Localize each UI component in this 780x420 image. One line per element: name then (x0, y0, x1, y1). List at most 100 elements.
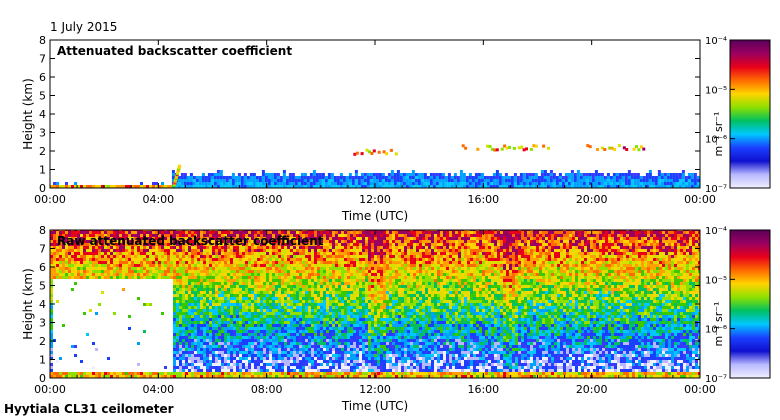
heat-cell (200, 360, 203, 363)
heat-cell (206, 342, 209, 345)
heat-cell (245, 321, 248, 324)
heat-cell (104, 261, 107, 264)
heat-cell (101, 237, 104, 240)
heat-cell (116, 255, 119, 258)
heat-cell (207, 179, 211, 182)
heat-cell (678, 182, 682, 185)
heat-cell (356, 246, 359, 249)
heat-cell (152, 255, 155, 258)
heat-cell (167, 252, 170, 255)
heat-cell (180, 179, 184, 182)
heat-cell (200, 348, 203, 351)
heat-cell (296, 285, 299, 288)
heat-cell (215, 366, 218, 369)
heat-cell (254, 270, 257, 273)
heat-cell (311, 288, 314, 291)
heat-cell (200, 270, 203, 273)
heat-cell (242, 357, 245, 360)
heat-cell (221, 300, 224, 303)
heat-cell (224, 372, 227, 375)
heat-cell (621, 176, 625, 179)
heat-cell (177, 185, 181, 188)
heat-cell (329, 354, 332, 357)
heat-cell (50, 258, 53, 261)
heat-cell (50, 249, 53, 252)
heat-cell (110, 252, 113, 255)
heat-cell (203, 369, 206, 372)
heat-cell (498, 179, 502, 182)
heat-cell (314, 255, 317, 258)
heat-cell (263, 273, 266, 276)
heat-cell (269, 255, 272, 258)
heat-cell (50, 297, 53, 300)
heat-cell (513, 185, 517, 188)
heat-cell (266, 234, 269, 237)
heat-cell (351, 176, 355, 179)
heat-cell (272, 369, 275, 372)
heat-cell (206, 243, 209, 246)
heat-cell (140, 261, 143, 264)
heat-cell (255, 185, 259, 188)
heat-cell (194, 315, 197, 318)
heat-cell (257, 273, 260, 276)
heat-cell (284, 363, 287, 366)
heat-cell (125, 267, 128, 270)
heat-cell (107, 270, 110, 273)
heat-cell (185, 372, 188, 375)
heat-cell (188, 282, 191, 285)
heat-cell (302, 237, 305, 240)
heat-cell (324, 185, 328, 188)
heat-cell (335, 309, 338, 312)
heat-cell (408, 176, 412, 179)
heat-cell (347, 357, 350, 360)
heat-cell (299, 309, 302, 312)
heat-cell (504, 185, 508, 188)
heat-cell (291, 173, 295, 176)
heat-cell (71, 270, 74, 273)
heat-cell (323, 303, 326, 306)
heat-cell (197, 345, 200, 348)
heat-cell (314, 342, 317, 345)
heat-cell (119, 276, 122, 279)
heat-cell (107, 267, 110, 270)
heat-cell (356, 366, 359, 369)
heat-cell (263, 294, 266, 297)
heat-cell (308, 255, 311, 258)
heat-cell (77, 372, 80, 375)
heat-cell (125, 273, 128, 276)
heat-cell (278, 360, 281, 363)
heat-cell (173, 291, 176, 294)
heat-cell (332, 306, 335, 309)
heat-cell (242, 234, 245, 237)
heat-cell (215, 363, 218, 366)
heat-cell (471, 185, 475, 188)
heat-cell (254, 339, 257, 342)
heat-cell (290, 276, 293, 279)
heat-cell (164, 261, 167, 264)
heat-cell (263, 312, 266, 315)
heat-cell (233, 231, 236, 234)
heat-cell (251, 231, 254, 234)
heat-cell (65, 234, 68, 237)
heat-cell (311, 249, 314, 252)
heat-cell (110, 375, 113, 378)
heat-cell (350, 312, 353, 315)
heat-cell (344, 330, 347, 333)
heat-cell (89, 261, 92, 264)
heat-cell (341, 357, 344, 360)
heat-cell (315, 185, 319, 188)
heat-cell (257, 369, 260, 372)
heat-cell (92, 273, 95, 276)
heat-cell (242, 324, 245, 327)
heat-cell (176, 291, 179, 294)
heat-cell (179, 288, 182, 291)
heat-cell (299, 240, 302, 243)
heat-cell (311, 252, 314, 255)
heat-cell (206, 249, 209, 252)
heat-cell (302, 351, 305, 354)
heat-cell (353, 249, 356, 252)
heat-cell (329, 270, 332, 273)
heat-cell (201, 182, 205, 185)
heat-cell (191, 369, 194, 372)
heat-cell (218, 294, 221, 297)
